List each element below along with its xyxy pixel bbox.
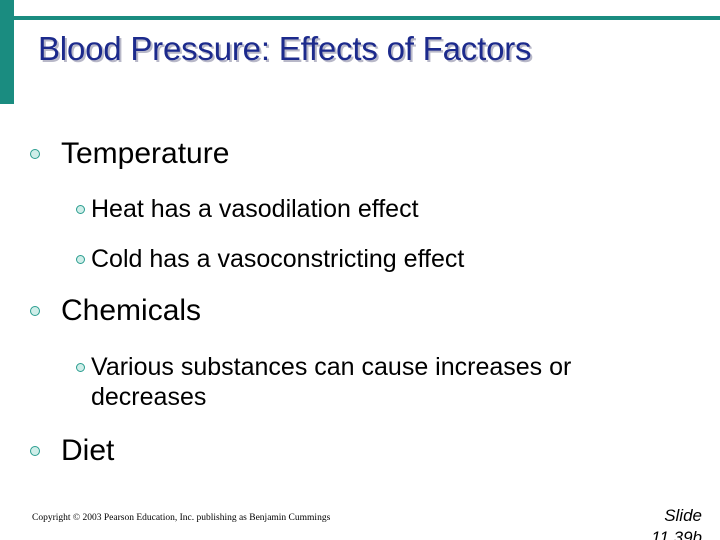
- bullet-dot-icon: [30, 306, 40, 316]
- slide-label: Slide: [664, 506, 702, 525]
- bullet-dot-icon: [76, 363, 85, 372]
- bullet-text: Diet: [61, 434, 115, 467]
- sub-bullet-heat: Heat has a vasodilation effect: [76, 194, 419, 224]
- bullet-text: Chemicals: [61, 294, 202, 327]
- accent-bar-top: [14, 16, 720, 20]
- accent-bar-left: [0, 0, 14, 104]
- slide-number: 11.39b: [651, 528, 702, 540]
- sub-bullet-various: Various substances can cause increases o…: [76, 352, 681, 412]
- bullet-dot-icon: [76, 255, 85, 264]
- bullet-diet: Diet: [30, 434, 114, 468]
- bullet-dot-icon: [30, 149, 40, 159]
- sub-bullet-text: Various substances can cause increases o…: [91, 353, 572, 411]
- bullet-text: Temperature: [61, 137, 230, 170]
- slide-title: Blood Pressure: Effects of Factors: [38, 30, 532, 67]
- copyright-notice: Copyright © 2003 Pearson Education, Inc.…: [32, 513, 331, 523]
- bullet-chemicals: Chemicals: [30, 294, 201, 328]
- bullet-temperature: Temperature: [30, 137, 229, 171]
- sub-bullet-text: Heat has a vasodilation effect: [91, 195, 419, 223]
- bullet-dot-icon: [76, 205, 85, 214]
- sub-bullet-cold: Cold has a vasoconstricting effect: [76, 244, 464, 274]
- bullet-dot-icon: [30, 446, 40, 456]
- sub-bullet-text: Cold has a vasoconstricting effect: [91, 245, 465, 273]
